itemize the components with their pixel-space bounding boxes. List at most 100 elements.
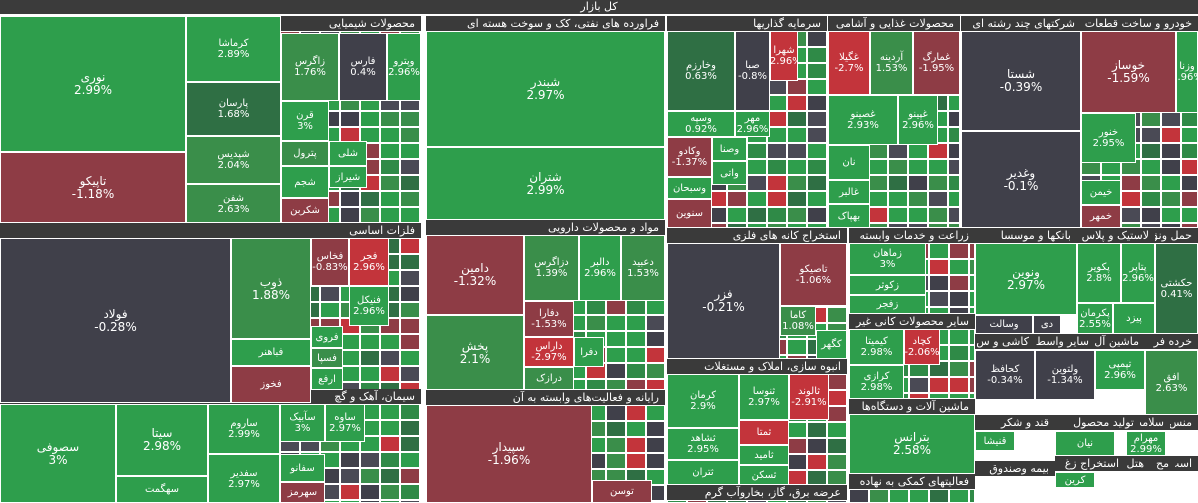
minor-stock-tile[interactable] — [975, 430, 995, 431]
minor-stock-tile[interactable] — [340, 191, 360, 207]
stock-tile[interactable]: فخاس -0.83% — [311, 238, 349, 286]
sector-title[interactable]: منس — [1170, 415, 1198, 430]
minor-stock-tile[interactable] — [747, 159, 767, 175]
stock-tile[interactable]: وکادو -1.37% — [667, 137, 712, 177]
minor-stock-tile[interactable] — [787, 207, 807, 223]
minor-stock-tile[interactable] — [380, 159, 400, 175]
stock-tile[interactable]: ولتوین -1.34% — [1035, 350, 1095, 400]
minor-stock-tile[interactable] — [827, 422, 847, 438]
minor-stock-tile[interactable] — [787, 422, 807, 438]
minor-stock-tile[interactable] — [1161, 111, 1181, 127]
minor-stock-tile[interactable] — [420, 302, 421, 318]
minor-stock-tile[interactable] — [888, 143, 908, 159]
stock-tile[interactable]: نان — [828, 145, 870, 180]
minor-stock-tile[interactable] — [1115, 430, 1135, 431]
minor-stock-tile[interactable] — [626, 453, 646, 469]
stock-tile[interactable]: وزنا2.96% — [1176, 31, 1198, 113]
minor-stock-tile[interactable] — [646, 331, 665, 347]
minor-stock-tile[interactable] — [869, 489, 889, 503]
sector-title[interactable]: ماشین آلات و دستگاه‌ها — [849, 399, 975, 414]
stock-tile[interactable]: زماهان 3% — [849, 243, 926, 275]
minor-stock-tile[interactable] — [1145, 471, 1150, 472]
minor-stock-tile[interactable] — [807, 191, 827, 207]
minor-stock-tile[interactable] — [807, 438, 827, 454]
stock-tile[interactable]: ساوه 2.97% — [325, 404, 365, 442]
minor-stock-tile[interactable] — [420, 366, 421, 382]
minor-stock-tile[interactable] — [400, 436, 420, 452]
minor-stock-tile[interactable] — [360, 111, 380, 127]
minor-stock-tile[interactable] — [868, 143, 888, 159]
sector-title[interactable]: کاشی و س — [975, 334, 1035, 349]
stock-tile[interactable]: ونوین 2.97% — [975, 243, 1077, 315]
sector-title[interactable]: فعالیتهای کمکی به نهاده — [849, 474, 975, 489]
minor-stock-tile[interactable] — [1141, 127, 1161, 143]
stock-tile[interactable]: درازک — [524, 367, 574, 390]
minor-stock-tile[interactable] — [767, 143, 787, 159]
minor-stock-tile[interactable] — [969, 329, 975, 345]
minor-stock-tile[interactable] — [767, 127, 787, 143]
stock-tile[interactable]: فزر -0.21% — [667, 243, 780, 359]
minor-stock-tile[interactable] — [949, 243, 969, 259]
sector-title[interactable]: خودرو و ساخت قطعات — [1081, 16, 1198, 31]
minor-stock-tile[interactable] — [888, 207, 908, 223]
minor-stock-tile[interactable] — [807, 127, 827, 143]
minor-stock-tile[interactable] — [1095, 471, 1115, 472]
stock-tile[interactable]: شستا -0.39% — [961, 31, 1081, 131]
minor-stock-tile[interactable] — [420, 350, 421, 366]
minor-stock-tile[interactable] — [1015, 476, 1035, 477]
minor-stock-tile[interactable] — [626, 331, 646, 347]
minor-stock-tile[interactable] — [626, 379, 646, 390]
minor-stock-tile[interactable] — [969, 275, 975, 291]
stock-tile[interactable]: قرن 3% — [281, 101, 329, 141]
minor-stock-tile[interactable] — [606, 405, 626, 421]
minor-stock-tile[interactable] — [360, 484, 380, 500]
stock-tile[interactable]: سپیدار -1.96% — [426, 405, 592, 503]
stock-tile[interactable]: ثشاهد 2.95% — [667, 428, 739, 460]
minor-stock-tile[interactable] — [586, 379, 606, 390]
minor-stock-tile[interactable] — [1170, 430, 1190, 431]
sector-title[interactable]: لاستیک و پلاس — [1077, 228, 1155, 243]
minor-stock-tile[interactable] — [767, 159, 787, 175]
minor-stock-tile[interactable] — [400, 254, 420, 270]
minor-stock-tile[interactable] — [889, 489, 909, 503]
minor-stock-tile[interactable] — [827, 438, 847, 454]
minor-stock-tile[interactable] — [787, 127, 807, 143]
stock-tile[interactable]: نوری 2.99% — [0, 16, 186, 152]
stock-tile[interactable]: ثمتا — [739, 420, 789, 445]
minor-stock-tile[interactable] — [949, 489, 969, 503]
stock-tile[interactable]: کرماشا 2.89% — [186, 16, 281, 82]
minor-stock-tile[interactable] — [928, 223, 948, 228]
minor-stock-tile[interactable] — [380, 404, 400, 420]
minor-stock-tile[interactable] — [606, 347, 626, 363]
sector-title[interactable]: مح — [1150, 456, 1175, 471]
stock-tile[interactable]: ثالوند -2.91% — [789, 374, 829, 420]
minor-stock-tile[interactable] — [807, 47, 827, 63]
minor-stock-tile[interactable] — [787, 159, 807, 175]
stock-tile[interactable]: سفدیر 2.97% — [208, 454, 280, 503]
minor-stock-tile[interactable] — [908, 175, 928, 191]
minor-stock-tile[interactable] — [787, 111, 807, 127]
minor-stock-tile[interactable] — [1141, 223, 1161, 228]
stock-tile[interactable]: وسبحان — [667, 177, 712, 199]
minor-stock-tile[interactable] — [1181, 159, 1198, 175]
sector-title[interactable]: تولید محصول — [1055, 415, 1140, 430]
sector-title[interactable]: محصولات غذایی و آشامی — [828, 16, 960, 31]
minor-stock-tile[interactable] — [767, 111, 787, 127]
minor-stock-tile[interactable] — [340, 468, 360, 484]
minor-stock-tile[interactable] — [380, 452, 400, 468]
minor-stock-tile[interactable] — [868, 191, 888, 207]
minor-stock-tile[interactable] — [606, 453, 626, 469]
minor-stock-tile[interactable] — [320, 286, 340, 302]
minor-stock-tile[interactable] — [340, 350, 360, 366]
minor-stock-tile[interactable] — [969, 291, 975, 307]
minor-stock-tile[interactable] — [420, 436, 421, 452]
minor-stock-tile[interactable] — [948, 191, 960, 207]
sector-title[interactable]: استخراج زغ — [1055, 456, 1125, 471]
minor-stock-tile[interactable] — [995, 430, 1015, 431]
minor-stock-tile[interactable] — [400, 143, 420, 159]
minor-stock-tile[interactable] — [646, 347, 665, 363]
minor-stock-tile[interactable] — [1075, 430, 1095, 431]
minor-stock-tile[interactable] — [420, 254, 421, 270]
minor-stock-tile[interactable] — [1175, 471, 1195, 472]
minor-stock-tile[interactable] — [400, 334, 420, 350]
